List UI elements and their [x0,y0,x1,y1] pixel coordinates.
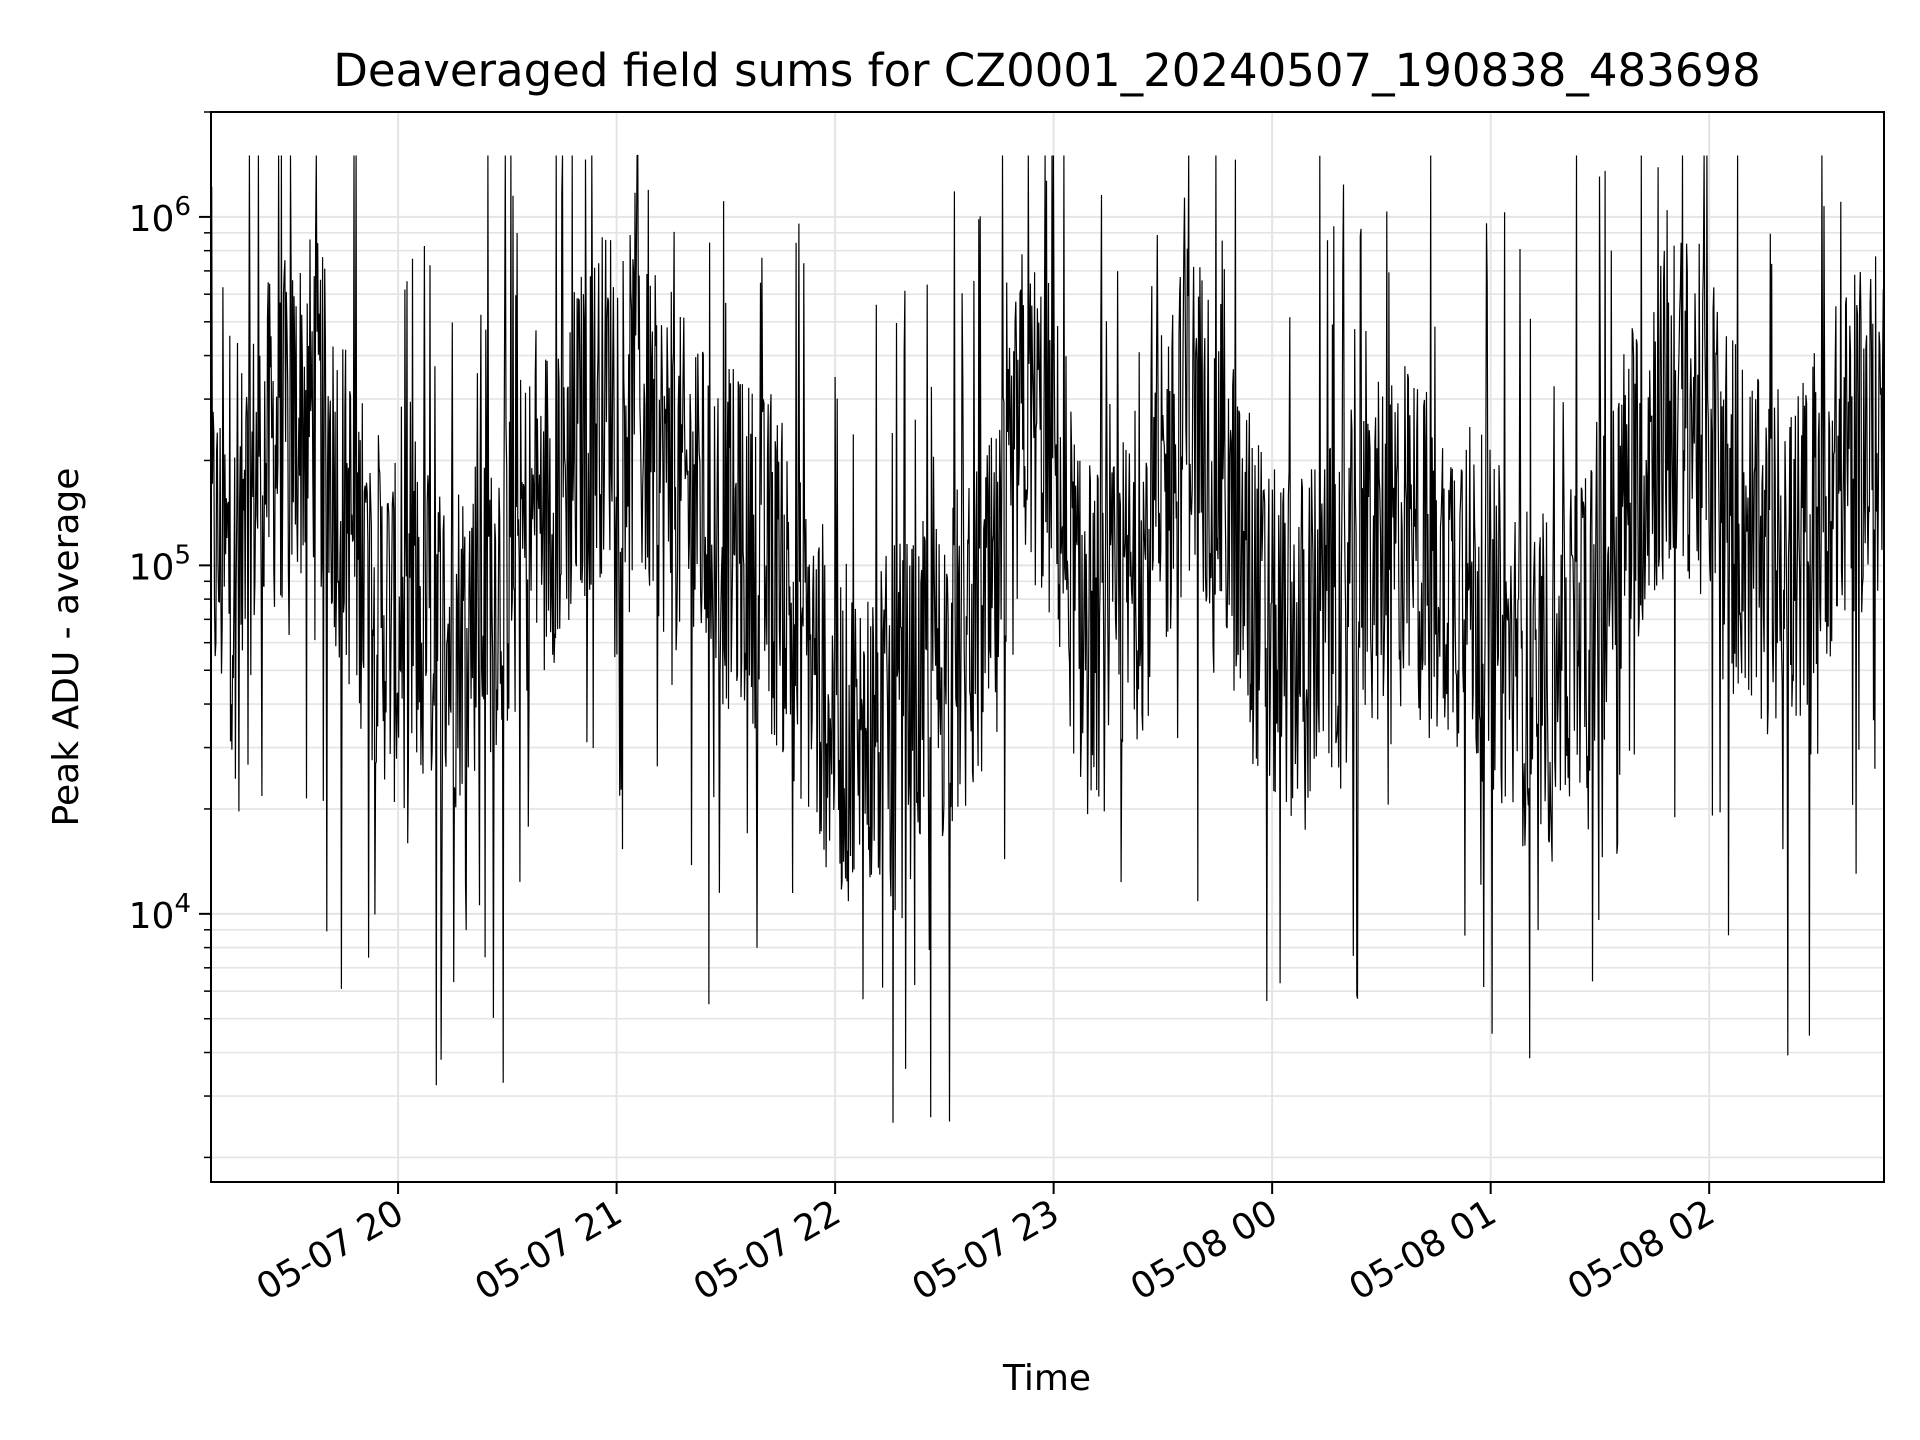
series-line [210,154,1885,1123]
y-tick-label: 106 [129,192,191,240]
plot-frame [210,111,1885,1183]
y-tick-base: 10 [129,199,175,240]
x-axis-label: Time [1002,1358,1091,1399]
y-tick-label: 104 [129,889,191,937]
series-layer [210,154,1885,1123]
y-tick-exponent: 5 [174,540,191,570]
y-tick-exponent: 4 [174,889,191,919]
y-tick-exponent: 6 [174,192,191,222]
chart-title: Deaveraged field sums for CZ0001_2024050… [333,44,1760,97]
y-tick-base: 10 [129,896,175,937]
y-tick-label: 105 [129,540,191,588]
y-axis-label: Peak ADU - average [46,468,87,827]
y-tick-base: 10 [129,547,175,588]
